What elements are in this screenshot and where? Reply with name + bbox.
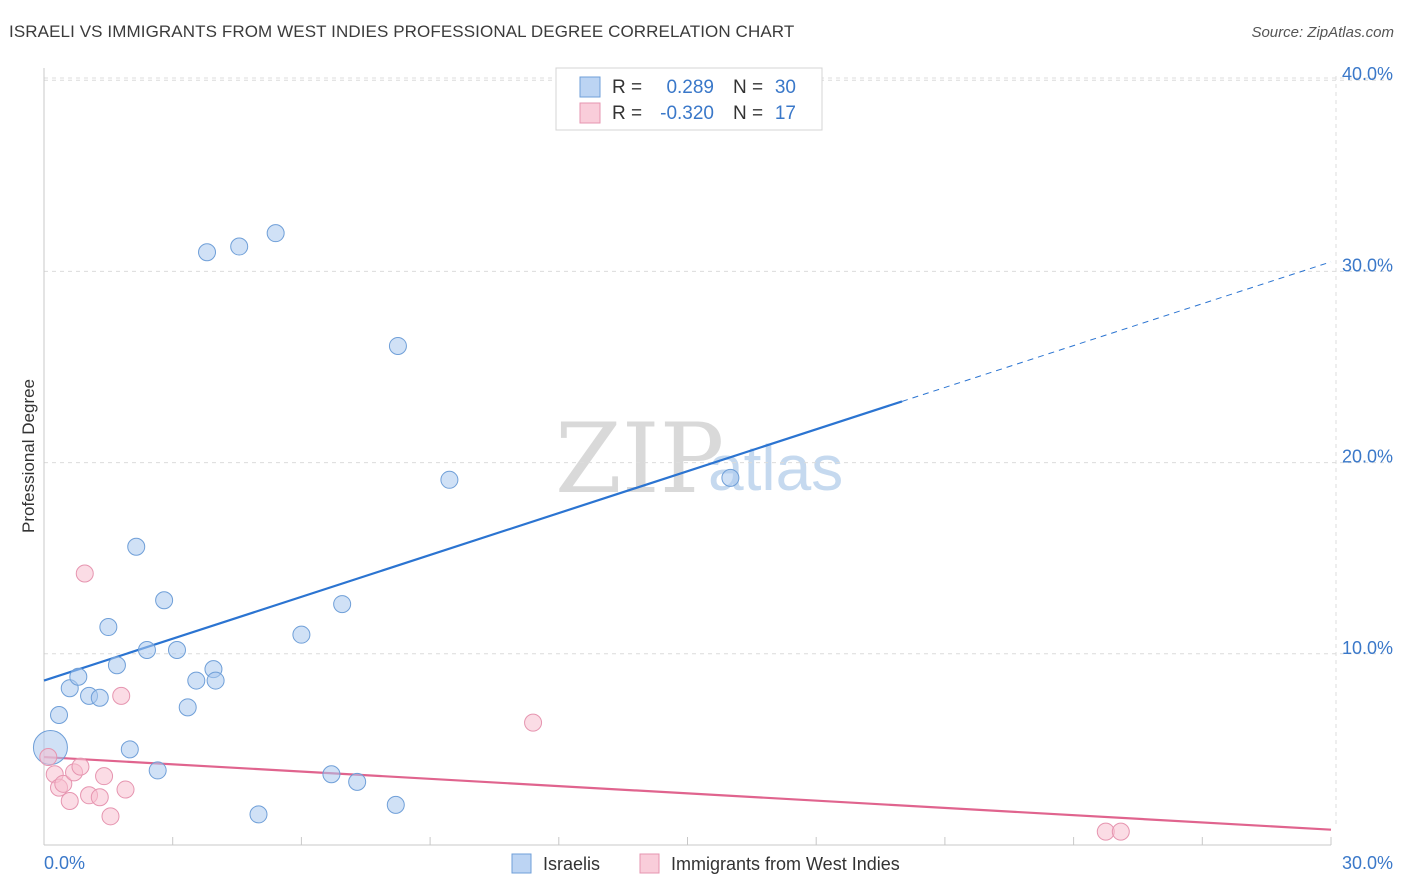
west-indies-point [101, 807, 120, 826]
trend-extension-israelis [901, 261, 1332, 402]
west-indies-point [60, 792, 79, 811]
legend-n-value-1: 30 [775, 77, 796, 98]
israelis-point [440, 470, 459, 489]
israelis-point [178, 698, 197, 717]
west-indies-point [71, 757, 90, 776]
israelis-point [322, 765, 341, 784]
source-credit: Source: ZipAtlas.com [1251, 24, 1394, 41]
x-tick-label-min: 0.0% [44, 853, 85, 873]
israelis-point [206, 671, 225, 690]
west-indies-point [1096, 822, 1115, 841]
west-indies-point [90, 788, 109, 807]
axes: 10.0% 20.0% 30.0% 40.0% 0.0% 30.0% [43, 64, 1393, 873]
legend-n-value-2: 17 [775, 103, 796, 124]
data-points [32, 224, 1130, 841]
israelis-point [99, 618, 118, 637]
legend-r-label-1: R = [612, 77, 642, 98]
y-tick-label: 30.0% [1342, 255, 1393, 275]
west-indies-point [524, 713, 543, 732]
israelis-point [107, 656, 126, 675]
series-legend-label-west-indies: Immigrants from West Indies [671, 854, 900, 874]
trend-lines [43, 261, 1332, 831]
trend-line-israelis [43, 400, 903, 682]
legend-swatch-israelis [579, 76, 601, 98]
israelis-point [148, 761, 167, 780]
stats-legend: R = 0.289 N = 30 R = -0.320 N = 17 [555, 67, 823, 131]
israelis-point [333, 595, 352, 614]
west-indies-point [116, 780, 135, 799]
israelis-point [388, 336, 407, 355]
israelis-point [69, 667, 88, 686]
west-indies-point [75, 564, 94, 583]
series-legend-swatch-west-indies [639, 853, 660, 874]
y-axis-label: Professional Degree [19, 379, 38, 533]
west-indies-point [39, 748, 58, 767]
israelis-point [127, 537, 146, 556]
y-tick-label: 20.0% [1342, 447, 1393, 467]
israelis-point [167, 640, 186, 659]
watermark-atlas: atlas [708, 432, 843, 504]
legend-swatch-west-indies [579, 102, 601, 124]
israelis-point [266, 224, 285, 243]
legend-r-label-2: R = [612, 103, 642, 124]
west-indies-point [1111, 822, 1130, 841]
israelis-point [187, 671, 206, 690]
israelis-point [348, 772, 367, 791]
israelis-point [155, 591, 174, 610]
watermark-zip: ZIP [555, 403, 724, 515]
west-indies-point [54, 774, 73, 793]
israelis-point [50, 705, 69, 724]
israelis-point [137, 640, 156, 659]
trend-line-west-indies [43, 755, 1332, 831]
israelis-point [292, 625, 311, 644]
israelis-point [90, 688, 109, 707]
x-tick-label-max: 30.0% [1342, 853, 1393, 873]
west-indies-point [112, 686, 131, 705]
legend-r-value-1: 0.289 [666, 77, 714, 98]
chart-title: ISRAELI VS IMMIGRANTS FROM WEST INDIES P… [9, 22, 795, 41]
y-tick-label: 40.0% [1342, 64, 1393, 84]
series-legend: Israelis Immigrants from West Indies [511, 853, 900, 874]
y-tick-label: 10.0% [1342, 638, 1393, 658]
israelis-point [721, 468, 740, 487]
israelis-point [249, 805, 268, 824]
legend-r-value-2: -0.320 [660, 103, 714, 124]
israelis-point [120, 740, 139, 759]
legend-n-label-2: N = [733, 103, 763, 124]
legend-n-label-1: N = [733, 77, 763, 98]
israelis-point [386, 795, 405, 814]
series-legend-label-israelis: Israelis [543, 854, 600, 874]
west-indies-point [95, 767, 114, 786]
israelis-point [198, 243, 217, 262]
israelis-point [230, 237, 249, 256]
series-legend-swatch-israelis [511, 853, 532, 874]
